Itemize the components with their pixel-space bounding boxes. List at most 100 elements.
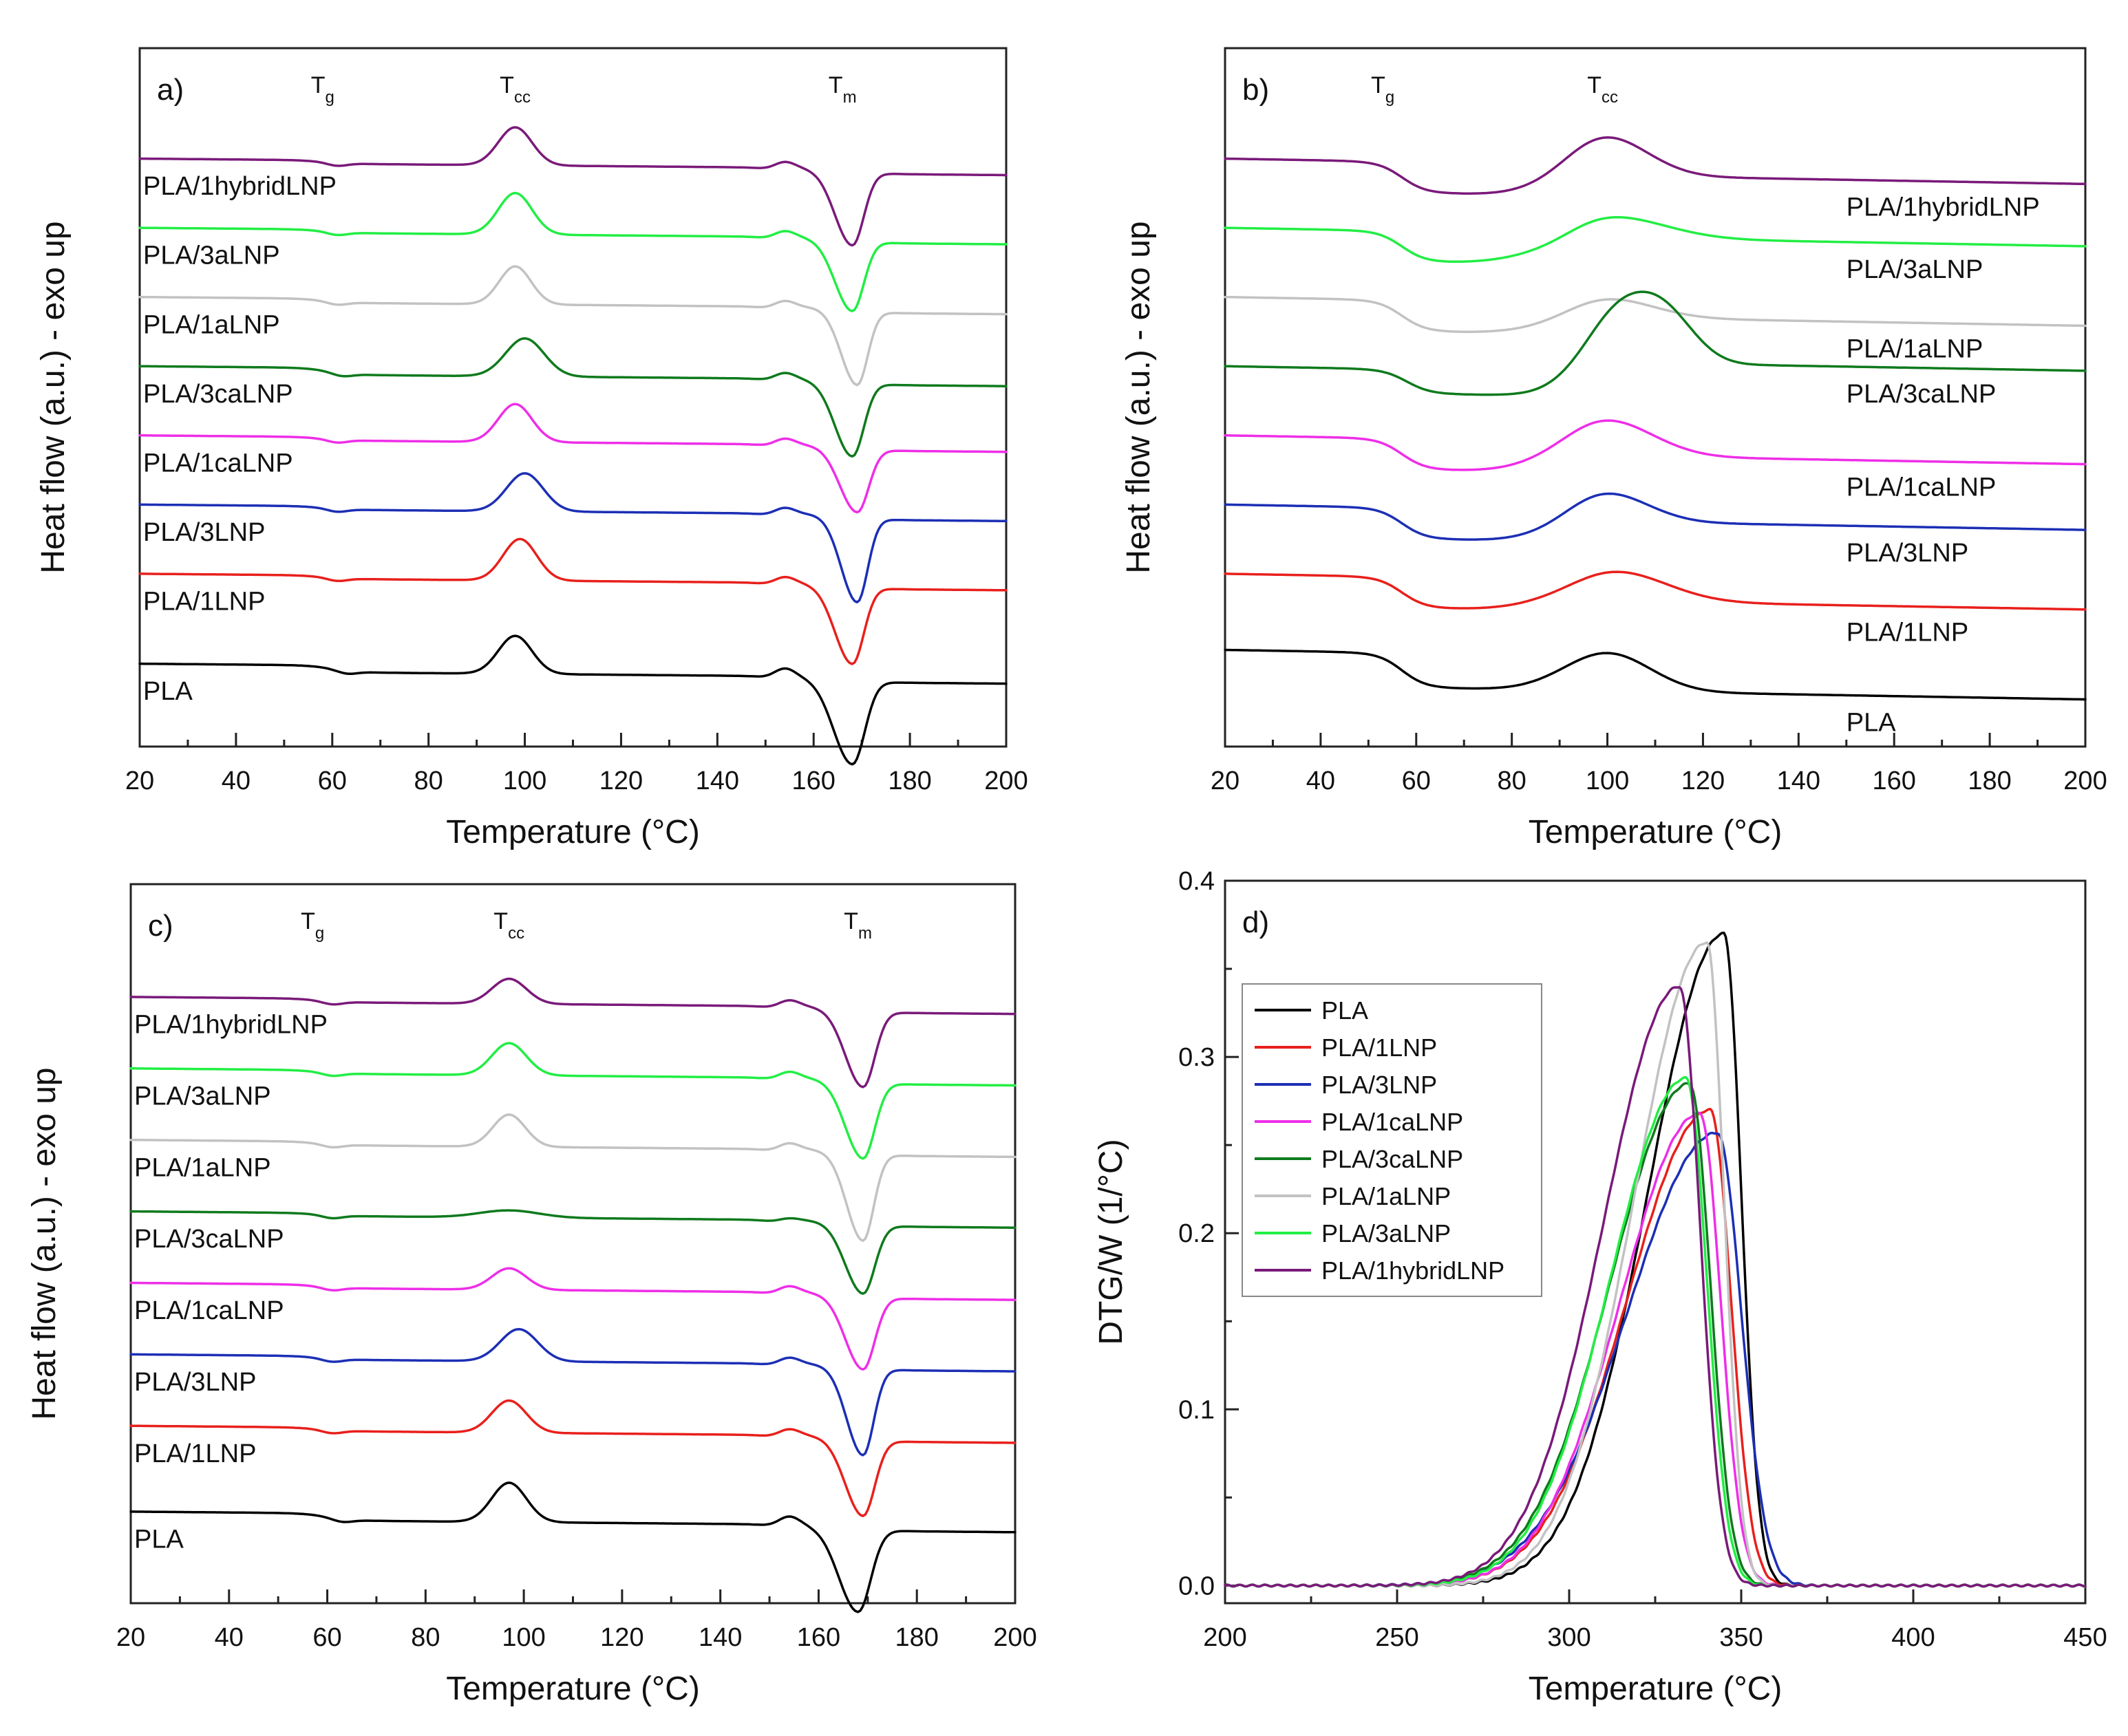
x-tick-label: 140: [699, 1623, 742, 1652]
series-line-pla-3lnp: [129, 1327, 1017, 1457]
legend-label-pla-1hybridlnp: PLA/1hybridLNP: [1321, 1256, 1504, 1285]
curve-label-pla-1lnp: PLA/1LNP: [134, 1439, 256, 1468]
x-tick-label: 100: [1586, 767, 1629, 795]
y-tick-label: 0.3: [1178, 1043, 1215, 1072]
series-line-pla-3calnp: [1224, 290, 2087, 396]
panel-label: c): [148, 909, 173, 943]
curve-label-pla-1hybridlnp: PLA/1hybridLNP: [1847, 193, 2040, 222]
series-line-pla-3alnp: [129, 1042, 1017, 1160]
panel-a-dsc-chart: 20 40 60 80 100 120 140 160 180 200 Temperature (°…: [35, 47, 1028, 850]
x-tick-label: 140: [1777, 767, 1820, 795]
legend-label-pla-1calnp: PLA/1caLNP: [1321, 1108, 1463, 1136]
curve-label-pla-1lnp: PLA/1LNP: [143, 587, 265, 616]
series-line-pla: [138, 634, 1008, 766]
x-tick-label: 400: [1891, 1623, 1935, 1652]
y-axis-title: DTG/W (1/°C): [1093, 1139, 1129, 1344]
transition-subscript: cc: [514, 88, 531, 107]
transition-subscript: m: [858, 924, 872, 943]
series-line-pla-3calnp: [138, 337, 1008, 458]
y-tick-label: 0.2: [1178, 1219, 1215, 1248]
x-tick-label: 160: [792, 767, 836, 795]
y-tick-label: 0.0: [1178, 1572, 1215, 1600]
panel-label: a): [157, 73, 184, 107]
x-tick-label: 200: [1203, 1623, 1246, 1652]
y-axis-title: Heat flow (a.u.) - exo up: [26, 1067, 63, 1419]
x-tick-label: 100: [502, 1623, 545, 1652]
x-tick-label: 200: [2063, 767, 2107, 795]
curve-label-pla-1calnp: PLA/1caLNP: [143, 449, 293, 478]
y-tick-label: 0.1: [1178, 1395, 1215, 1424]
x-tick-label: 200: [984, 767, 1028, 795]
transition-subscript: g: [315, 924, 324, 943]
panel-c-dsc-chart: 20 40 60 80 100 120 140 160 180 200 Temperature (°…: [26, 883, 1037, 1707]
series-line-pla-3lnp: [1224, 492, 2087, 541]
x-tick-label: 350: [1719, 1623, 1763, 1652]
panel-b-dsc-chart: 20 40 60 80 100 120 140 160 180 200 Temperature (°…: [1120, 47, 2107, 850]
x-tick-label: 300: [1547, 1623, 1590, 1652]
x-tick-label: 40: [215, 1623, 244, 1652]
x-tick-label: 180: [895, 1623, 939, 1652]
series-line-pla-3calnp: [129, 1209, 1017, 1295]
curve-label-pla-1alnp: PLA/1aLNP: [143, 310, 280, 339]
panel-label: b): [1242, 73, 1269, 107]
x-tick-label: 100: [503, 767, 546, 795]
curve-label-pla-3lnp: PLA/3LNP: [143, 518, 265, 547]
x-tick-label: 80: [414, 767, 443, 795]
series-line-pla-3alnp: [138, 191, 1008, 312]
y-tick-label: 0.4: [1178, 867, 1215, 896]
x-tick-label: 80: [1498, 767, 1526, 795]
series-line-pla-1calnp: [138, 403, 1008, 514]
x-tick-label: 250: [1375, 1623, 1418, 1652]
series-line-pla-1hybridlnp: [129, 977, 1017, 1089]
curve-label-pla-1calnp: PLA/1caLNP: [1847, 473, 1997, 502]
series-line-pla-1lnp: [1224, 570, 2087, 611]
x-tick-label: 40: [222, 767, 251, 795]
legend-label-pla: PLA: [1321, 996, 1368, 1025]
legend-label-pla-1alnp: PLA/1aLNP: [1321, 1182, 1451, 1210]
x-tick-label: 450: [2063, 1623, 2107, 1652]
curve-label-pla-1alnp: PLA/1aLNP: [134, 1153, 271, 1182]
series-line-pla: [129, 1481, 1017, 1614]
transition-subscript: cc: [1602, 88, 1618, 107]
series-line-pla-3lnp: [138, 472, 1008, 603]
x-tick-label: 120: [599, 767, 643, 795]
series-line-pla: [1224, 648, 2087, 701]
series-line-pla-1alnp: [129, 1113, 1017, 1242]
curve-label-pla-1lnp: PLA/1LNP: [1847, 619, 1968, 647]
legend-label-pla-3alnp: PLA/3aLNP: [1321, 1219, 1451, 1247]
x-tick-label: 80: [411, 1623, 440, 1652]
panel-label: d): [1242, 905, 1269, 939]
curve-label-pla-3lnp: PLA/3LNP: [1847, 539, 1968, 568]
series-line-pla-1calnp: [129, 1267, 1017, 1371]
curve-label-pla-1alnp: PLA/1aLNP: [1847, 334, 1983, 363]
transition-subscript: m: [843, 88, 857, 107]
curve-label-pla-3lnp: PLA/3LNP: [134, 1368, 256, 1397]
curve-label-pla-1hybridlnp: PLA/1hybridLNP: [134, 1011, 328, 1040]
curve-label-pla-1calnp: PLA/1caLNP: [134, 1296, 284, 1325]
x-tick-label: 60: [1402, 767, 1431, 795]
legend-label-pla-3lnp: PLA/3LNP: [1321, 1071, 1437, 1099]
curve-label-pla-1hybridlnp: PLA/1hybridLNP: [143, 172, 337, 201]
series-line-pla-3alnp: [1224, 216, 2087, 264]
x-tick-label: 40: [1306, 767, 1335, 795]
curve-label-pla-3calnp: PLA/3caLNP: [1847, 380, 1997, 409]
x-tick-label: 120: [600, 1623, 643, 1652]
x-axis-title: Temperature (°C): [1529, 814, 1783, 850]
x-tick-label: 160: [1873, 767, 1916, 795]
curve-label-pla-3calnp: PLA/3caLNP: [143, 380, 293, 409]
transition-subscript: cc: [508, 924, 524, 943]
x-tick-label: 200: [993, 1623, 1036, 1652]
panel-d-dtg-chart: 200 250 300 350 400 450 Temperature (°C) DTG/W …: [1093, 867, 2107, 1707]
x-tick-label: 20: [1211, 767, 1239, 795]
x-axis-title: Temperature (°C): [1529, 1671, 1783, 1707]
x-tick-label: 60: [318, 767, 347, 795]
curve-label-pla-3alnp: PLA/3aLNP: [143, 242, 280, 270]
series-line-pla-1alnp: [1224, 295, 2087, 333]
x-tick-label: 140: [696, 767, 739, 795]
curve-label-pla-3alnp: PLA/3aLNP: [134, 1082, 271, 1111]
series-line-pla-1hybridlnp: [138, 126, 1008, 247]
legend-label-pla-1lnp: PLA/1LNP: [1321, 1033, 1437, 1062]
series-line-pla-1lnp: [138, 537, 1008, 665]
series-line-pla-1lnp: [129, 1399, 1017, 1517]
